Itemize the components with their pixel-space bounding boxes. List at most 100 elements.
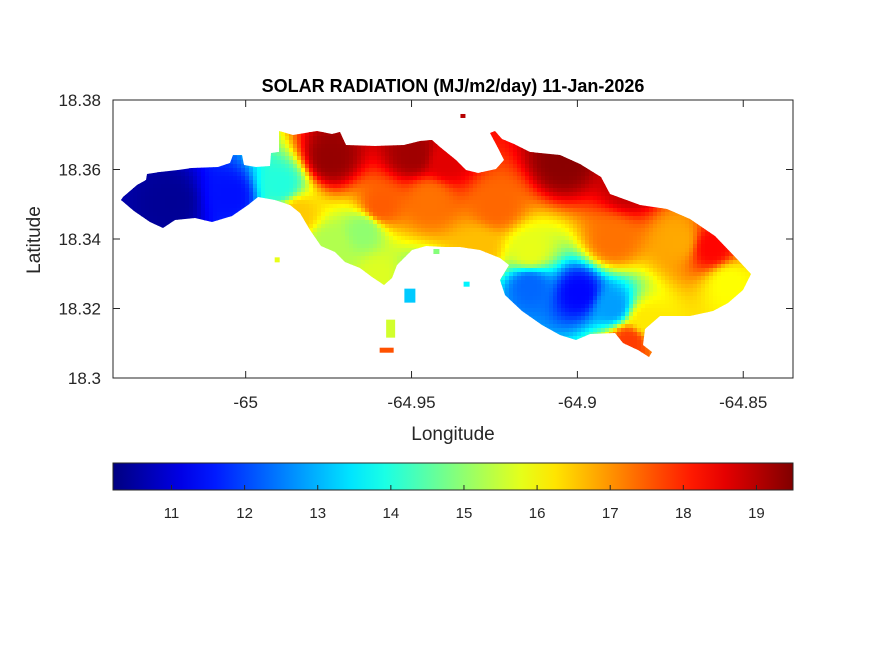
heatmap-cell xyxy=(549,180,554,185)
heatmap-cell xyxy=(329,172,334,177)
heatmap-cell xyxy=(541,200,546,205)
heatmap-cell xyxy=(445,180,450,185)
heatmap-cell xyxy=(181,212,186,217)
heatmap-cell xyxy=(309,188,314,193)
heatmap-cell xyxy=(473,204,478,209)
heatmap-cell xyxy=(129,192,134,197)
heatmap-cell xyxy=(529,184,534,189)
heatmap-cell xyxy=(669,212,674,217)
heatmap-cell xyxy=(377,184,382,189)
heatmap-cell xyxy=(269,160,274,165)
heatmap-cell xyxy=(521,200,526,205)
heatmap-cell xyxy=(449,212,454,217)
heatmap-cell xyxy=(177,168,182,173)
heatmap-cell xyxy=(417,168,422,173)
heatmap-cell xyxy=(417,188,422,193)
heatmap-cell xyxy=(341,216,346,221)
heatmap-cell xyxy=(337,144,342,149)
heatmap-cell xyxy=(445,176,450,181)
heatmap-cell xyxy=(345,176,350,181)
heatmap-cell xyxy=(597,176,602,181)
heatmap-cell xyxy=(341,168,346,173)
heatmap-cell xyxy=(449,172,454,177)
heatmap-cell xyxy=(605,192,610,197)
heatmap-cell xyxy=(533,208,538,213)
heatmap-cell xyxy=(521,208,526,213)
heatmap-cell xyxy=(309,180,314,185)
heatmap-cell xyxy=(261,184,266,189)
heatmap-cell xyxy=(601,196,606,201)
heatmap-cell xyxy=(289,164,294,169)
heatmap-cell xyxy=(493,132,498,137)
heatmap-cell xyxy=(381,156,386,161)
heatmap-cell xyxy=(357,204,362,209)
heatmap-cell xyxy=(365,200,370,205)
heatmap-cell xyxy=(353,212,358,217)
heatmap-cell xyxy=(397,144,402,149)
heatmap-cell xyxy=(401,204,406,209)
heatmap-cell xyxy=(513,172,518,177)
heatmap-cell xyxy=(453,204,458,209)
heatmap-cell xyxy=(613,208,618,213)
heatmap-cell xyxy=(265,168,270,173)
heatmap-cell xyxy=(173,212,178,217)
heatmap-cell xyxy=(161,176,166,181)
heatmap-cell xyxy=(249,168,254,173)
heatmap-cell xyxy=(145,200,150,205)
heatmap-cell xyxy=(373,200,378,205)
heatmap-cell xyxy=(341,176,346,181)
heatmap-cell xyxy=(393,192,398,197)
heatmap-cell xyxy=(457,212,462,217)
heatmap-cell xyxy=(413,160,418,165)
heatmap-cell xyxy=(389,204,394,209)
heatmap-cell xyxy=(369,196,374,201)
heatmap-cell xyxy=(217,180,222,185)
heatmap-cell xyxy=(201,192,206,197)
heatmap-cell xyxy=(457,164,462,169)
heatmap-cell xyxy=(369,204,374,209)
heatmap-cell xyxy=(353,208,358,213)
heatmap-cell xyxy=(325,160,330,165)
heatmap-cell xyxy=(657,208,662,213)
heatmap-cell xyxy=(421,176,426,181)
heatmap-cell xyxy=(285,200,290,205)
heatmap-cell xyxy=(361,164,366,169)
heatmap-cell xyxy=(209,192,214,197)
heatmap-cell xyxy=(321,188,326,193)
heatmap-cell xyxy=(381,208,386,213)
heatmap-cell xyxy=(497,168,502,173)
heatmap-cell xyxy=(193,184,198,189)
heatmap-cell xyxy=(597,188,602,193)
heatmap-cell xyxy=(293,168,298,173)
heatmap-cell xyxy=(301,208,306,213)
heatmap-cell xyxy=(181,192,186,197)
heatmap-cell xyxy=(521,172,526,177)
heatmap-cell xyxy=(193,180,198,185)
heatmap-cell xyxy=(321,168,326,173)
heatmap-cell xyxy=(157,176,162,181)
heatmap-cell xyxy=(493,172,498,177)
heatmap-cell xyxy=(305,132,310,137)
heatmap-cell xyxy=(317,192,322,197)
heatmap-cell xyxy=(325,184,330,189)
heatmap-cell xyxy=(165,196,170,201)
heatmap-cell xyxy=(425,208,430,213)
heatmap-cell xyxy=(277,164,282,169)
heatmap-cell xyxy=(413,212,418,217)
heatmap-cell xyxy=(225,200,230,205)
heatmap-cell xyxy=(577,208,582,213)
heatmap-cell xyxy=(533,200,538,205)
heatmap-cell xyxy=(337,132,342,137)
heatmap-cell xyxy=(201,216,206,221)
heatmap-cell xyxy=(445,184,450,189)
heatmap-cell xyxy=(285,144,290,149)
heatmap-cell xyxy=(221,164,226,169)
heatmap-cell xyxy=(325,136,330,141)
heatmap-cell xyxy=(501,184,506,189)
heatmap-cell xyxy=(445,208,450,213)
heatmap-cell xyxy=(161,180,166,185)
heatmap-cell xyxy=(285,164,290,169)
heatmap-cell xyxy=(381,160,386,165)
heatmap-cell xyxy=(509,160,514,165)
heatmap-cell xyxy=(545,164,550,169)
